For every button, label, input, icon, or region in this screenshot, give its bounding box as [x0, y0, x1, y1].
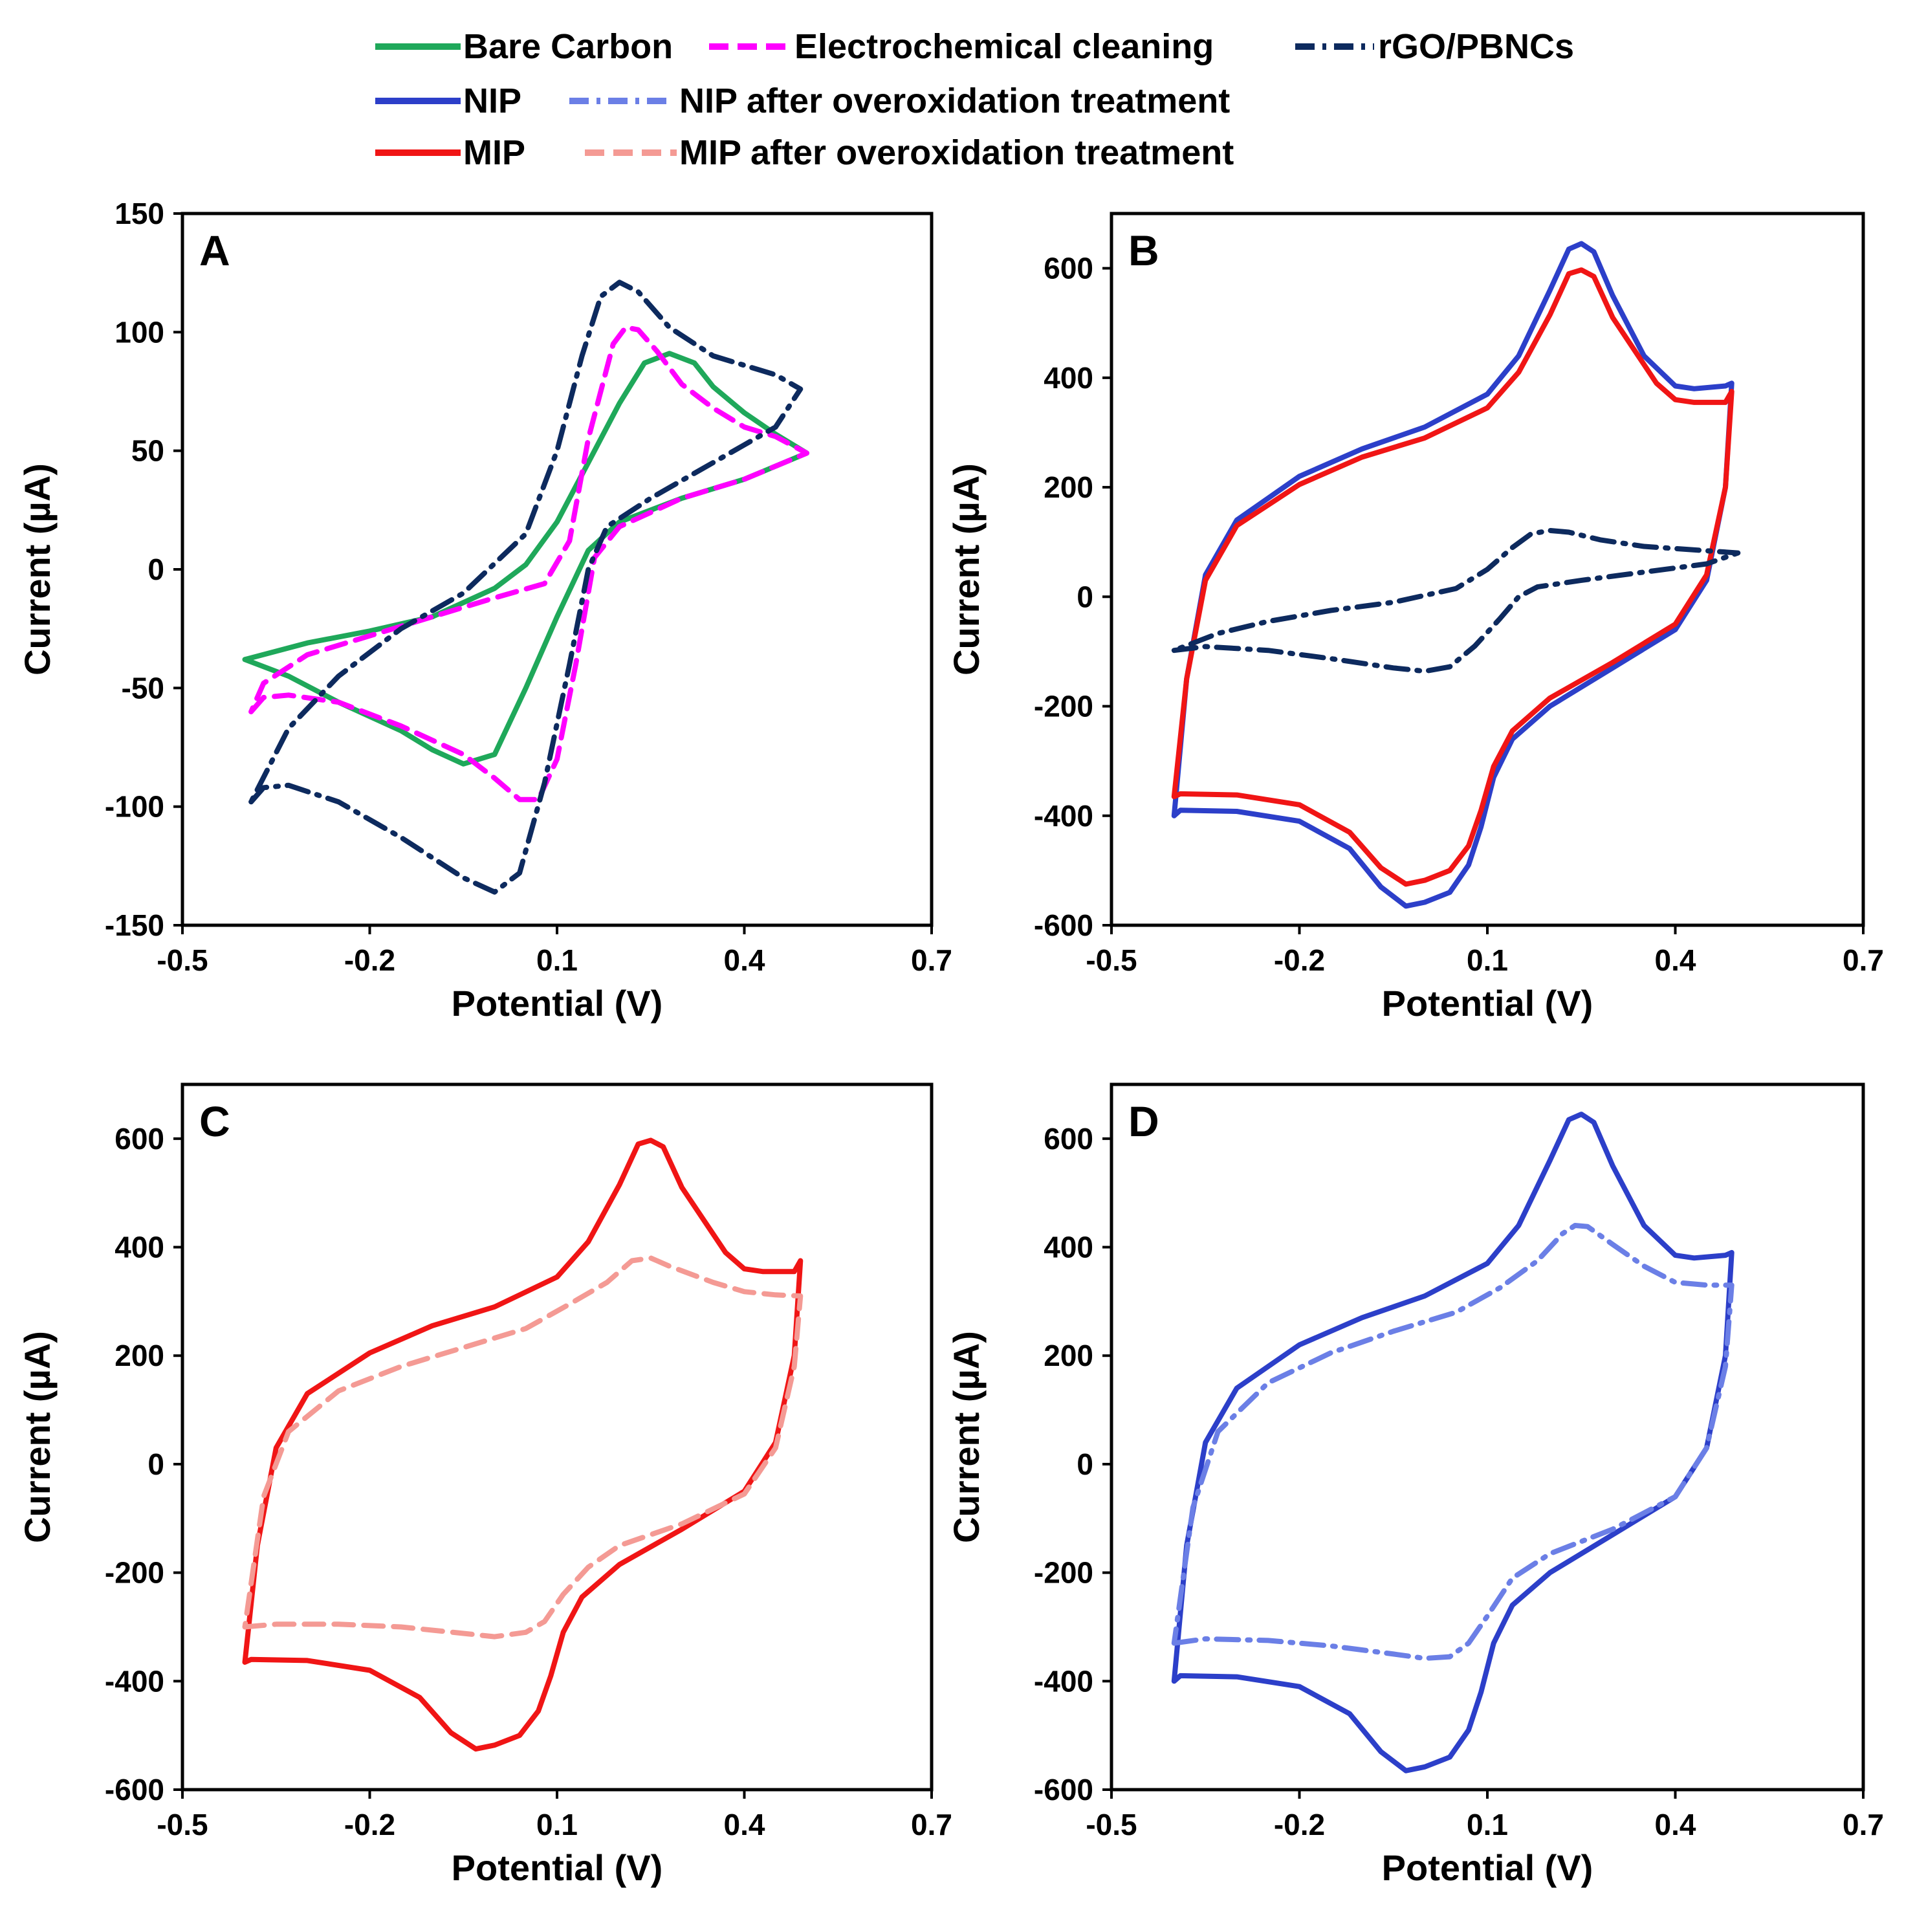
legend-label-nip: NIP	[463, 82, 521, 120]
legend-label-bare: Bare Carbon	[463, 27, 673, 66]
y-tick-label: 0	[1077, 1447, 1093, 1481]
y-tick-label: 600	[115, 1122, 164, 1156]
panel-letter: D	[1128, 1097, 1159, 1145]
x-tick-label: -0.2	[1274, 943, 1325, 977]
panel-letter: B	[1128, 226, 1159, 274]
x-tick-label: 0.7	[1843, 1808, 1884, 1841]
y-tick-label: -600	[1034, 908, 1093, 942]
y-tick-label: -600	[1034, 1773, 1093, 1806]
series-group	[1171, 241, 1741, 909]
x-axis-title: Potential (V)	[452, 1847, 663, 1888]
y-tick-label: -200	[1034, 1556, 1093, 1590]
x-tick-label: 0.4	[1655, 1808, 1696, 1841]
y-tick-label: -200	[105, 1556, 164, 1590]
y-tick-label: 200	[115, 1339, 164, 1372]
legend: Bare Carbon Electrochemical cleaning rGO…	[375, 27, 1574, 172]
x-axis-title: Potential (V)	[1382, 983, 1593, 1024]
panel-b: -0.5 -0.2 0.1 0.4 0.7 -600 -400 -200 0 200 400 600 P…	[946, 212, 1884, 1024]
series-line-nip	[1171, 241, 1734, 909]
y-tick-label: 100	[115, 315, 164, 349]
x-tick-label: -0.5	[157, 943, 208, 977]
y-tick-label: 0	[148, 1447, 164, 1481]
y-axis-title: Current (µA)	[946, 1331, 987, 1543]
y-tick-label: 400	[115, 1231, 164, 1264]
legend-label-nip-ot: NIP after overoxidation treatment	[679, 82, 1230, 120]
plot-frame	[181, 1082, 934, 1792]
y-tick-label: 600	[1044, 1122, 1093, 1156]
x-tick-label: 0.1	[1467, 943, 1508, 977]
y-tick-label: -50	[122, 671, 164, 705]
y-tick-label: 400	[1044, 361, 1093, 395]
series-line-nip_ot	[1171, 1223, 1734, 1662]
series-line-rgo	[1171, 527, 1741, 674]
x-tick-label: -0.5	[157, 1808, 208, 1841]
y-tick-label: -200	[1034, 690, 1093, 723]
plot-frame	[1110, 1082, 1865, 1792]
legend-label-clean: Electrochemical cleaning	[794, 27, 1214, 66]
y-tick-label: 600	[1044, 252, 1093, 285]
series-group	[242, 280, 809, 895]
series-line-clean	[248, 325, 809, 802]
x-tick-label: -0.2	[1274, 1808, 1325, 1841]
y-tick-label: 200	[1044, 1339, 1093, 1372]
y-tick-label: -400	[1034, 799, 1093, 833]
x-tick-label: -0.5	[1086, 1808, 1137, 1841]
x-tick-label: 0.1	[536, 943, 578, 977]
legend-label-mip-ot: MIP after overoxidation treatment	[679, 133, 1234, 172]
x-axis-title: Potential (V)	[1382, 1847, 1593, 1888]
x-tick-label: 0.7	[911, 1808, 952, 1841]
series-line-mip	[242, 1137, 804, 1752]
x-tick-label: 0.1	[1467, 1808, 1508, 1841]
y-tick-label: 0	[1077, 580, 1093, 613]
x-tick-label: 0.4	[724, 943, 765, 977]
legend-label-rgo: rGO/PBNCs	[1378, 27, 1574, 66]
y-tick-label: 0	[148, 553, 164, 586]
plot-frame	[181, 212, 934, 927]
y-axis-title: Current (µA)	[17, 463, 58, 675]
panels: -0.5 -0.2 0.1 0.4 0.7 -150 -100 -50 0 50 100 150 Pot…	[17, 197, 1884, 1888]
series-line-rgo	[248, 280, 804, 895]
legend-label-mip: MIP	[463, 133, 525, 172]
series-line-mip	[1171, 267, 1734, 887]
panel-letter: C	[199, 1097, 230, 1145]
y-tick-label: 150	[115, 197, 164, 230]
series-group	[242, 1137, 804, 1752]
panel-c: -0.5 -0.2 0.1 0.4 0.7 -600 -400 -200 0 200 400 600 P…	[17, 1082, 952, 1888]
y-axis-title: Current (µA)	[17, 1331, 58, 1543]
x-tick-label: 0.7	[1843, 943, 1884, 977]
x-tick-label: -0.2	[344, 943, 395, 977]
y-tick-label: -600	[105, 1773, 164, 1806]
y-tick-label: 200	[1044, 470, 1093, 504]
panel-a: -0.5 -0.2 0.1 0.4 0.7 -150 -100 -50 0 50 100 150 Pot…	[17, 197, 952, 1024]
y-tick-label: -100	[105, 790, 164, 824]
y-tick-label: -400	[105, 1664, 164, 1698]
y-tick-label: 400	[1044, 1231, 1093, 1264]
panel-d: -0.5 -0.2 0.1 0.4 0.7 -600 -400 -200 0 200 400 600 P…	[946, 1082, 1884, 1888]
panel-letter: A	[199, 226, 230, 274]
x-tick-label: 0.7	[911, 943, 952, 977]
y-tick-label: -150	[105, 908, 164, 942]
series-line-mip_ot	[242, 1255, 804, 1640]
y-tick-label: -400	[1034, 1664, 1093, 1698]
x-tick-label: 0.4	[724, 1808, 765, 1841]
y-axis-title: Current (µA)	[946, 463, 987, 675]
series-group	[1171, 1112, 1734, 1773]
y-tick-label: 50	[131, 434, 164, 468]
x-axis-title: Potential (V)	[452, 983, 663, 1024]
x-tick-label: -0.2	[344, 1808, 395, 1841]
x-tick-label: 0.4	[1655, 943, 1696, 977]
x-tick-label: 0.1	[536, 1808, 578, 1841]
series-line-nip	[1171, 1112, 1734, 1773]
x-tick-label: -0.5	[1086, 943, 1137, 977]
